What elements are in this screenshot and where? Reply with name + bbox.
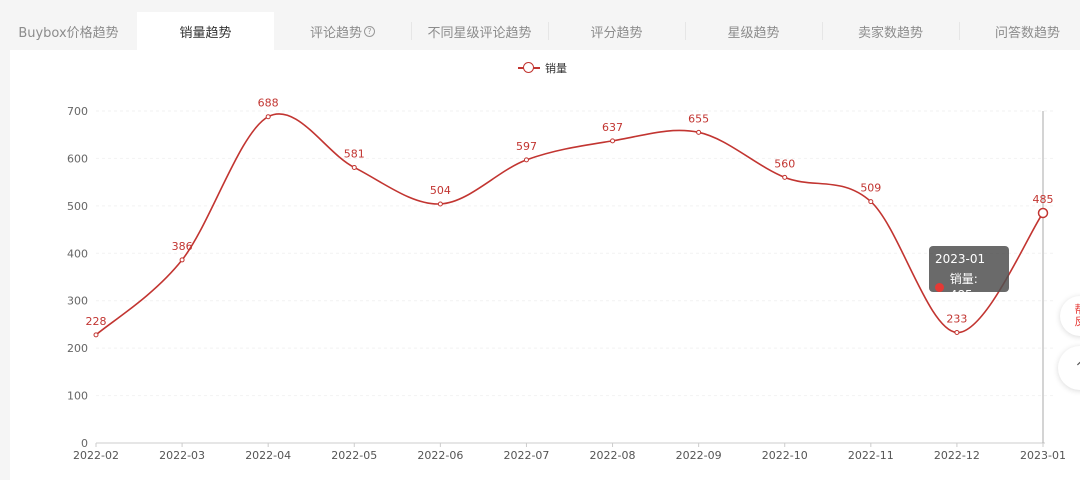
question-circle-icon[interactable]: ? [364,25,375,37]
x-tick-label: 2022-12 [934,449,980,462]
series-line [95,113,1044,336]
tooltip-value: 销量: 485 [949,272,978,302]
data-point [696,129,702,135]
legend-line-marker-icon [518,62,540,74]
tab-2[interactable]: 评论趋势? [274,12,411,50]
y-tick-label: 600 [67,152,88,165]
tooltip-series-dot-icon [935,282,944,292]
data-label: 504 [430,184,451,197]
chart-panel [10,50,1080,480]
chart-tooltip: 2023-01 销量: 485 [929,246,1009,302]
data-label: 485 [1033,193,1054,206]
x-tick-label: 2022-11 [848,449,894,462]
feedback-label: 帮 反 [1075,304,1080,328]
y-tick-label: 100 [67,390,88,403]
x-tick-label: 2022-06 [417,449,463,462]
tab-label: Buybox价格趋势 [18,25,119,41]
tab-label: 星级趋势 [727,25,780,41]
y-tick-label: 700 [67,105,88,118]
tab-1[interactable]: 销量趋势 [137,12,274,50]
data-point [954,329,960,335]
y-tick-label: 500 [67,200,88,213]
tab-5[interactable]: 星级趋势 [685,12,822,50]
data-point [868,199,874,205]
y-tick-label: 300 [67,295,88,308]
data-point [1037,207,1049,219]
feedback-float-button[interactable]: 帮 反 [1060,296,1080,336]
data-label: 509 [860,182,881,195]
tab-label: 问答数趋势 [994,25,1060,41]
tab-label: 卖家数趋势 [857,25,923,41]
data-label: 233 [946,312,967,325]
y-tick-label: 200 [67,342,88,355]
data-point [523,157,529,163]
x-tick-label: 2022-09 [676,449,722,462]
data-label: 688 [258,97,279,110]
tab-label: 销量趋势 [179,25,232,41]
data-point [437,201,443,207]
tab-4[interactable]: 评分趋势 [548,12,685,50]
x-tick-label: 2022-07 [503,449,549,462]
x-tick-label: 2023-01 [1020,449,1066,462]
data-point [93,332,99,338]
tab-3[interactable]: 不同星级评论趋势 [411,12,548,50]
tab-label: 不同星级评论趋势 [427,25,532,41]
tab-6[interactable]: 卖家数趋势 [822,12,959,50]
data-label: 560 [774,157,795,170]
data-label: 386 [172,240,193,253]
tab-0[interactable]: Buybox价格趋势 [0,12,137,50]
tooltip-title: 2023-01 [935,252,986,266]
back-to-top-icon: ⌃ [1074,360,1080,376]
data-point [265,114,271,120]
tab-7[interactable]: 问答数趋势 [959,12,1080,50]
data-point [351,164,357,170]
x-tick-label: 2022-04 [245,449,291,462]
data-point [610,138,616,144]
y-tick-label: 0 [81,437,88,450]
data-label: 637 [602,121,623,134]
legend-label: 销量 [545,62,567,75]
chart-legend[interactable]: 销量 [518,61,567,75]
data-label: 655 [688,112,709,125]
x-tick-label: 2022-10 [762,449,808,462]
data-label: 597 [516,140,537,153]
x-tick-label: 2022-03 [159,449,205,462]
x-tick-label: 2022-08 [590,449,636,462]
data-point [782,174,788,180]
x-tick-label: 2022-02 [73,449,119,462]
data-label: 228 [86,315,107,328]
tab-bar: Buybox价格趋势 销量趋势 评论趋势? 不同星级评论趋势 评分趋势 星级趋势 卖家数趋势… [0,12,1080,50]
data-point [179,257,185,263]
x-tick-label: 2022-05 [331,449,377,462]
tab-label: 评分趋势 [590,25,643,41]
tab-label: 评论趋势 [309,25,362,41]
y-tick-label: 400 [67,247,88,260]
back-to-top-button[interactable]: ⌃ [1058,346,1080,390]
data-label: 581 [344,147,365,160]
